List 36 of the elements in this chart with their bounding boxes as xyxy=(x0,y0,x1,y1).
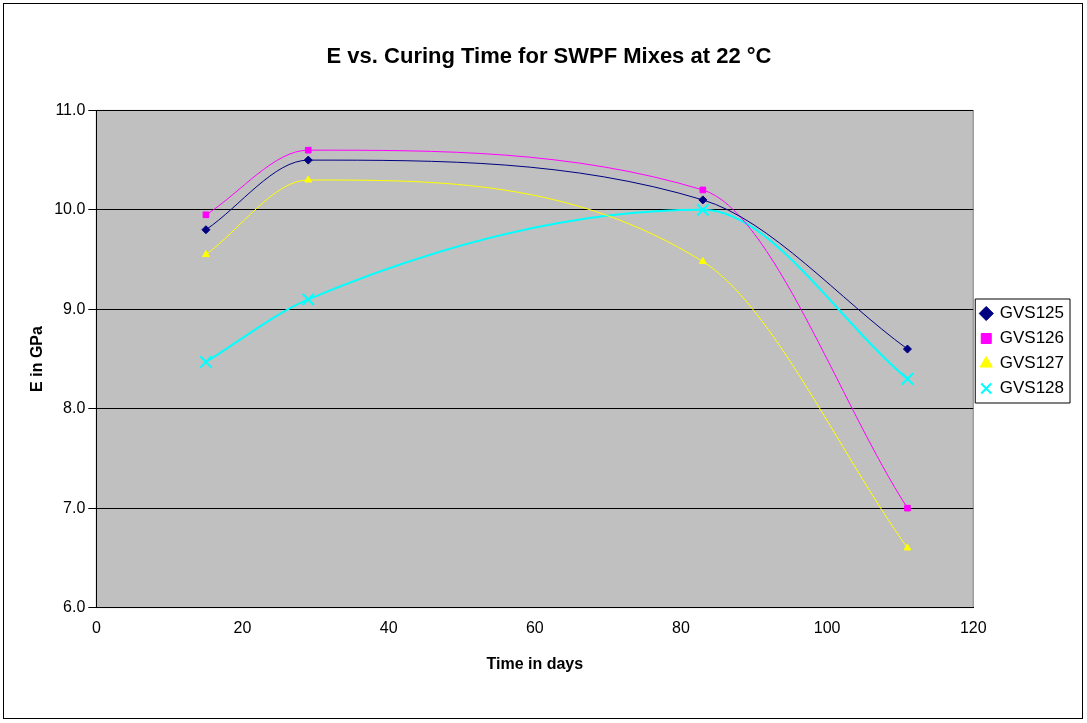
x-tick-label: 80 xyxy=(672,618,690,636)
point xyxy=(201,250,210,258)
point xyxy=(900,372,915,386)
point xyxy=(698,257,707,265)
legend-label: GVS126 xyxy=(999,328,1064,348)
point xyxy=(199,355,213,369)
point xyxy=(903,543,912,551)
y-tick-label: 9.0 xyxy=(63,299,86,317)
y-tick-label: 10.0 xyxy=(54,200,86,218)
x-tick-label: 40 xyxy=(379,618,398,636)
point xyxy=(304,175,313,183)
y-tick-label: 8.0 xyxy=(63,399,86,417)
y-axis-title: E in GPa xyxy=(28,326,46,392)
point xyxy=(904,504,911,512)
legend-label: GVS125 xyxy=(999,303,1064,323)
x-axis-title: Time in days xyxy=(486,654,584,672)
x-tick-label: 20 xyxy=(233,618,252,636)
x-tick-label: 120 xyxy=(959,618,987,636)
point xyxy=(698,195,708,205)
point xyxy=(696,203,710,217)
point xyxy=(902,344,912,354)
legend-label: GVS127 xyxy=(999,353,1064,373)
x-tick-label: 60 xyxy=(525,618,544,636)
point xyxy=(303,155,313,165)
y-tick-label: 6.0 xyxy=(63,598,86,616)
x-tick-label: 100 xyxy=(813,618,841,636)
point xyxy=(202,211,210,219)
point xyxy=(301,292,315,306)
x-tick-label: 0 xyxy=(91,618,101,636)
chart-title: E vs. Curing Time for SWPF Mixes at 22 °C xyxy=(326,43,772,69)
y-tick-label: 11.0 xyxy=(55,100,86,118)
y-tick-label: 7.0 xyxy=(63,498,86,516)
point xyxy=(304,146,312,154)
point xyxy=(699,186,707,194)
point xyxy=(201,225,211,235)
legend-label: GVS128 xyxy=(999,378,1064,398)
